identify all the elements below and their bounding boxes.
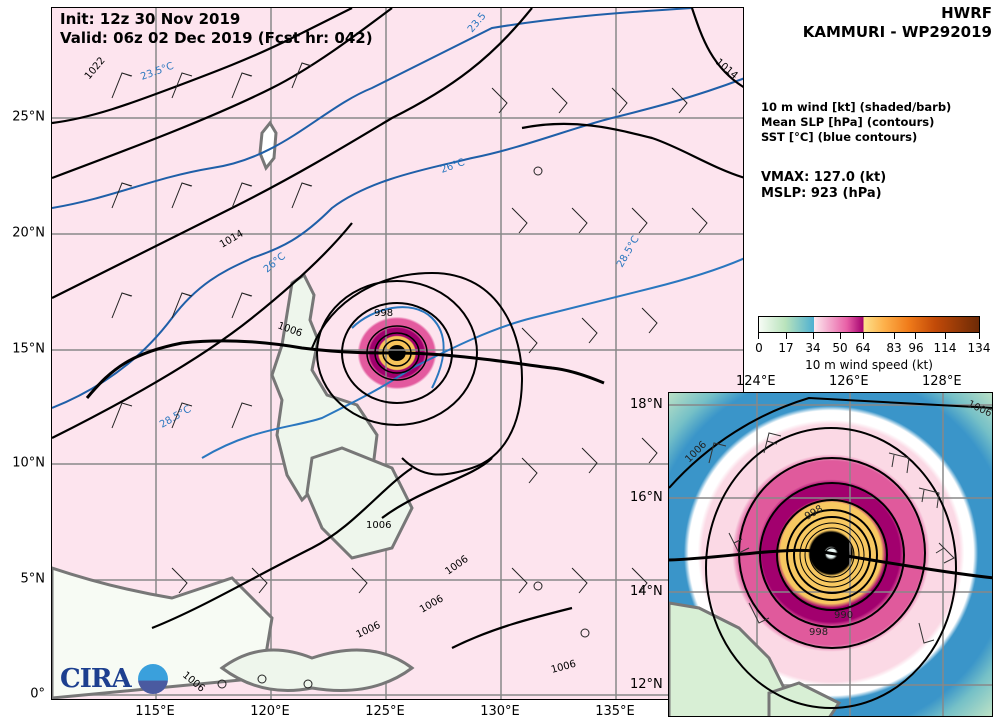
cb-tick	[840, 333, 841, 339]
colorbar-title: 10 m wind speed (kt)	[805, 358, 933, 372]
svg-text:1022: 1022	[83, 55, 108, 82]
inset-x-tick-126e: 126°E	[829, 374, 869, 389]
sst-labels: 23.5°C 23.5 28.5°C 28.5°C 26°C 26°C	[139, 11, 641, 431]
svg-text:23.5°C: 23.5°C	[139, 61, 175, 83]
cira-logo: CIRA	[60, 664, 132, 694]
slp-contours	[52, 8, 743, 649]
intensity-stats: VMAX: 127.0 (kt) MSLP: 923 (hPa)	[761, 170, 886, 202]
svg-text:26°C: 26°C	[439, 157, 466, 176]
cb-label: 34	[805, 341, 821, 355]
inset-x-tick-124e: 124°E	[736, 374, 776, 389]
svg-text:1014: 1014	[713, 57, 740, 82]
svg-text:998: 998	[809, 627, 828, 638]
inset-slp-contours	[669, 396, 992, 709]
inset-y-tick-14n: 14°N	[630, 584, 663, 599]
wind-barbs	[111, 62, 708, 594]
inset-y-tick-18n: 18°N	[630, 397, 663, 412]
valid-time: Valid: 06z 02 Dec 2019 (Fcst hr: 042)	[60, 29, 373, 47]
cb-tick	[786, 333, 787, 339]
y-tick-15n: 15°N	[12, 341, 45, 357]
field-legend: 10 m wind [kt] (shaded/barb) Mean SLP [h…	[761, 100, 951, 145]
y-tick-0: 0°	[30, 686, 45, 702]
inset-wind-barbs	[708, 432, 955, 644]
inset-y-tick-12n: 12°N	[630, 677, 663, 692]
cb-label: 114	[933, 341, 957, 355]
inset-core-contours	[799, 522, 865, 588]
svg-text:1006: 1006	[443, 554, 470, 578]
y-tick-20n: 20°N	[12, 225, 45, 241]
svg-text:1006: 1006	[418, 593, 446, 615]
y-tick-10n: 10°N	[12, 455, 45, 471]
svg-text:1006: 1006	[366, 520, 391, 531]
storm-core-contours	[316, 280, 478, 426]
legend-sst: SST [°C] (blue contours)	[761, 130, 918, 144]
svg-text:1006: 1006	[966, 399, 993, 420]
x-tick-120e: 120°E	[250, 704, 290, 719]
legend-wind: 10 m wind [kt] (shaded/barb)	[761, 100, 952, 114]
cb-tick	[979, 333, 980, 339]
x-tick-125e: 125°E	[365, 704, 405, 719]
cira-globe-icon	[138, 664, 168, 694]
svg-text:990: 990	[834, 610, 853, 621]
cb-tick	[894, 333, 895, 339]
mslp-value: MSLP: 923 (hPa)	[761, 186, 882, 201]
svg-text:26°C: 26°C	[262, 251, 288, 275]
cb-label: 50	[832, 341, 848, 355]
cb-tick	[863, 333, 864, 339]
storm-name: KAMMURI - WP292019	[802, 23, 992, 41]
vmax-value: VMAX: 127.0 (kt)	[761, 170, 887, 185]
inset-forecast-track	[669, 548, 992, 580]
svg-text:1014: 1014	[218, 228, 246, 250]
svg-text:28.5°C: 28.5°C	[158, 404, 193, 431]
cb-label: 64	[855, 341, 871, 355]
svg-text:28.5°C: 28.5°C	[615, 234, 642, 269]
y-tick-25n: 25°N	[12, 109, 45, 125]
y-tick-5n: 5°N	[20, 571, 46, 587]
inset-y-tick-16n: 16°N	[630, 490, 663, 505]
inset-map: 1006 1006 998 990 998	[668, 392, 993, 717]
main-map: 1022 1014 1014 1006 998 1006 1006 1006 1…	[51, 7, 744, 700]
sst-contours	[52, 8, 743, 459]
cb-tick	[758, 333, 759, 339]
inset-x-tick-128e: 128°E	[922, 374, 962, 389]
init-time: Init: 12z 30 Nov 2019	[60, 10, 241, 28]
inset-map-overlay: 1006 1006 998 990 998	[669, 393, 993, 716]
inset-coastlines	[669, 601, 842, 716]
cb-tick	[915, 333, 916, 339]
x-tick-115e: 115°E	[135, 704, 175, 719]
title-block: HWRF KAMMURI - WP292019	[803, 4, 992, 42]
main-map-overlay: 1022 1014 1014 1006 998 1006 1006 1006 1…	[52, 8, 743, 699]
legend-slp: Mean SLP [hPa] (contours)	[761, 115, 935, 129]
cb-label: 134	[967, 341, 991, 355]
cb-label: 96	[908, 341, 924, 355]
coastlines	[52, 120, 415, 699]
cb-label: 17	[778, 341, 794, 355]
forecast-track	[85, 339, 605, 399]
svg-text:1006: 1006	[355, 620, 383, 641]
cb-label: 0	[755, 341, 763, 355]
calm-markers	[217, 166, 590, 689]
svg-text:1006: 1006	[550, 659, 577, 676]
model-name: HWRF	[941, 4, 992, 22]
run-info: Init: 12z 30 Nov 2019 Valid: 06z 02 Dec …	[60, 10, 373, 48]
cb-tick	[813, 333, 814, 339]
wind-colorbar	[758, 316, 980, 333]
cb-tick	[945, 333, 946, 339]
svg-text:998: 998	[374, 308, 393, 319]
cb-label: 83	[886, 341, 902, 355]
x-tick-130e: 130°E	[480, 704, 520, 719]
x-tick-135e: 135°E	[595, 704, 635, 719]
